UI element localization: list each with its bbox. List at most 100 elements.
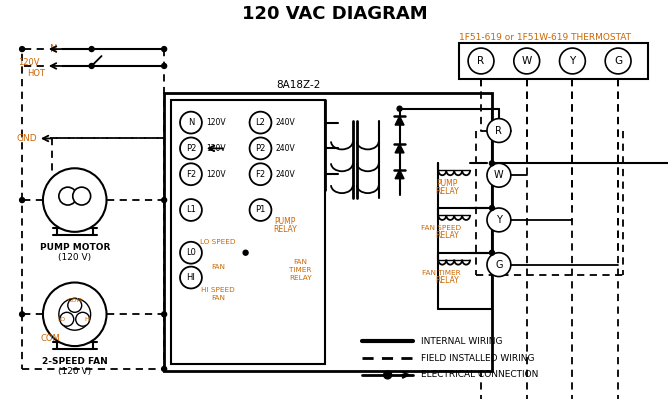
Text: Y: Y xyxy=(570,56,576,66)
Circle shape xyxy=(68,298,82,312)
Text: 240V: 240V xyxy=(275,118,295,127)
Circle shape xyxy=(73,187,90,205)
Text: RELAY: RELAY xyxy=(273,225,297,234)
Text: HI: HI xyxy=(84,317,91,322)
Text: Y: Y xyxy=(496,215,502,225)
Circle shape xyxy=(19,198,25,202)
Text: INTERNAL WIRING: INTERNAL WIRING xyxy=(421,336,503,346)
Text: (120 V): (120 V) xyxy=(58,253,91,262)
Bar xyxy=(459,43,648,79)
Polygon shape xyxy=(395,170,404,179)
Text: COM: COM xyxy=(40,334,60,343)
Circle shape xyxy=(514,48,539,74)
Text: TIMER: TIMER xyxy=(289,266,312,273)
Text: FIELD INSTALLED WIRING: FIELD INSTALLED WIRING xyxy=(421,354,535,362)
Circle shape xyxy=(249,199,271,221)
Circle shape xyxy=(161,312,167,317)
Text: G: G xyxy=(495,260,502,270)
Text: 120V: 120V xyxy=(18,59,40,67)
Text: LO SPEED: LO SPEED xyxy=(200,239,236,245)
Text: F2: F2 xyxy=(186,170,196,179)
Text: RELAY: RELAY xyxy=(436,186,459,196)
Circle shape xyxy=(161,367,167,371)
Circle shape xyxy=(468,48,494,74)
Circle shape xyxy=(59,187,77,205)
Text: 120 VAC DIAGRAM: 120 VAC DIAGRAM xyxy=(242,5,428,23)
Text: R: R xyxy=(478,56,484,66)
Text: L0: L0 xyxy=(186,248,196,257)
Circle shape xyxy=(605,48,631,74)
Circle shape xyxy=(180,163,202,185)
Circle shape xyxy=(559,48,586,74)
Text: FAN: FAN xyxy=(211,295,224,301)
Circle shape xyxy=(161,47,167,52)
Circle shape xyxy=(490,161,494,166)
Circle shape xyxy=(243,250,248,255)
Circle shape xyxy=(161,63,167,68)
Text: L2: L2 xyxy=(255,118,265,127)
Circle shape xyxy=(249,111,271,134)
Text: RELAY: RELAY xyxy=(436,231,459,241)
Circle shape xyxy=(487,119,511,142)
Circle shape xyxy=(487,253,511,277)
Text: 2-SPEED FAN: 2-SPEED FAN xyxy=(42,357,108,367)
Circle shape xyxy=(43,282,107,346)
Text: HI: HI xyxy=(186,273,196,282)
Polygon shape xyxy=(395,144,404,153)
Text: FAN: FAN xyxy=(293,259,308,265)
Text: PUMP: PUMP xyxy=(437,178,458,188)
Text: G: G xyxy=(614,56,622,66)
Text: 120V: 120V xyxy=(206,118,226,127)
Text: N: N xyxy=(50,44,58,54)
Bar xyxy=(164,93,492,371)
Text: COM: COM xyxy=(68,298,82,303)
Circle shape xyxy=(89,47,94,52)
Text: 120V: 120V xyxy=(206,170,226,179)
Circle shape xyxy=(180,266,202,288)
Circle shape xyxy=(397,106,402,111)
Text: N: N xyxy=(188,118,194,127)
Text: PUMP: PUMP xyxy=(275,217,296,226)
Text: 120V: 120V xyxy=(206,144,226,153)
Circle shape xyxy=(19,312,25,317)
Circle shape xyxy=(76,312,90,326)
Text: GND: GND xyxy=(17,134,38,143)
Text: HI SPEED: HI SPEED xyxy=(201,287,234,293)
Circle shape xyxy=(161,198,167,202)
Text: 8A18Z-2: 8A18Z-2 xyxy=(276,80,320,90)
Circle shape xyxy=(89,63,94,68)
Text: 240V: 240V xyxy=(275,170,295,179)
Text: ELECTRICAL CONNECTION: ELECTRICAL CONNECTION xyxy=(421,370,539,379)
Text: RELAY: RELAY xyxy=(436,276,459,285)
Circle shape xyxy=(59,298,90,330)
Circle shape xyxy=(249,137,271,159)
Text: RELAY: RELAY xyxy=(289,274,312,281)
Circle shape xyxy=(19,47,25,52)
Circle shape xyxy=(180,111,202,134)
Text: FAN: FAN xyxy=(211,264,224,269)
Circle shape xyxy=(180,199,202,221)
Polygon shape xyxy=(395,116,404,125)
Text: P1: P1 xyxy=(255,205,266,215)
Circle shape xyxy=(490,250,494,255)
Text: F2: F2 xyxy=(255,170,265,179)
Bar xyxy=(171,100,325,364)
Text: P2: P2 xyxy=(255,144,266,153)
Circle shape xyxy=(487,208,511,232)
Circle shape xyxy=(180,242,202,264)
Circle shape xyxy=(60,312,74,326)
Text: 1F51-619 or 1F51W-619 THERMOSTAT: 1F51-619 or 1F51W-619 THERMOSTAT xyxy=(458,33,630,41)
Text: R: R xyxy=(496,126,502,135)
Text: PUMP MOTOR: PUMP MOTOR xyxy=(40,243,110,252)
Circle shape xyxy=(490,206,494,210)
Text: P2: P2 xyxy=(186,144,196,153)
Circle shape xyxy=(43,168,107,232)
Text: W: W xyxy=(522,56,532,66)
Text: (120 V): (120 V) xyxy=(58,367,91,376)
Text: HOT: HOT xyxy=(27,70,45,78)
Text: W: W xyxy=(494,170,504,180)
Circle shape xyxy=(384,371,392,379)
Text: L1: L1 xyxy=(186,205,196,215)
Circle shape xyxy=(249,163,271,185)
Circle shape xyxy=(180,137,202,159)
